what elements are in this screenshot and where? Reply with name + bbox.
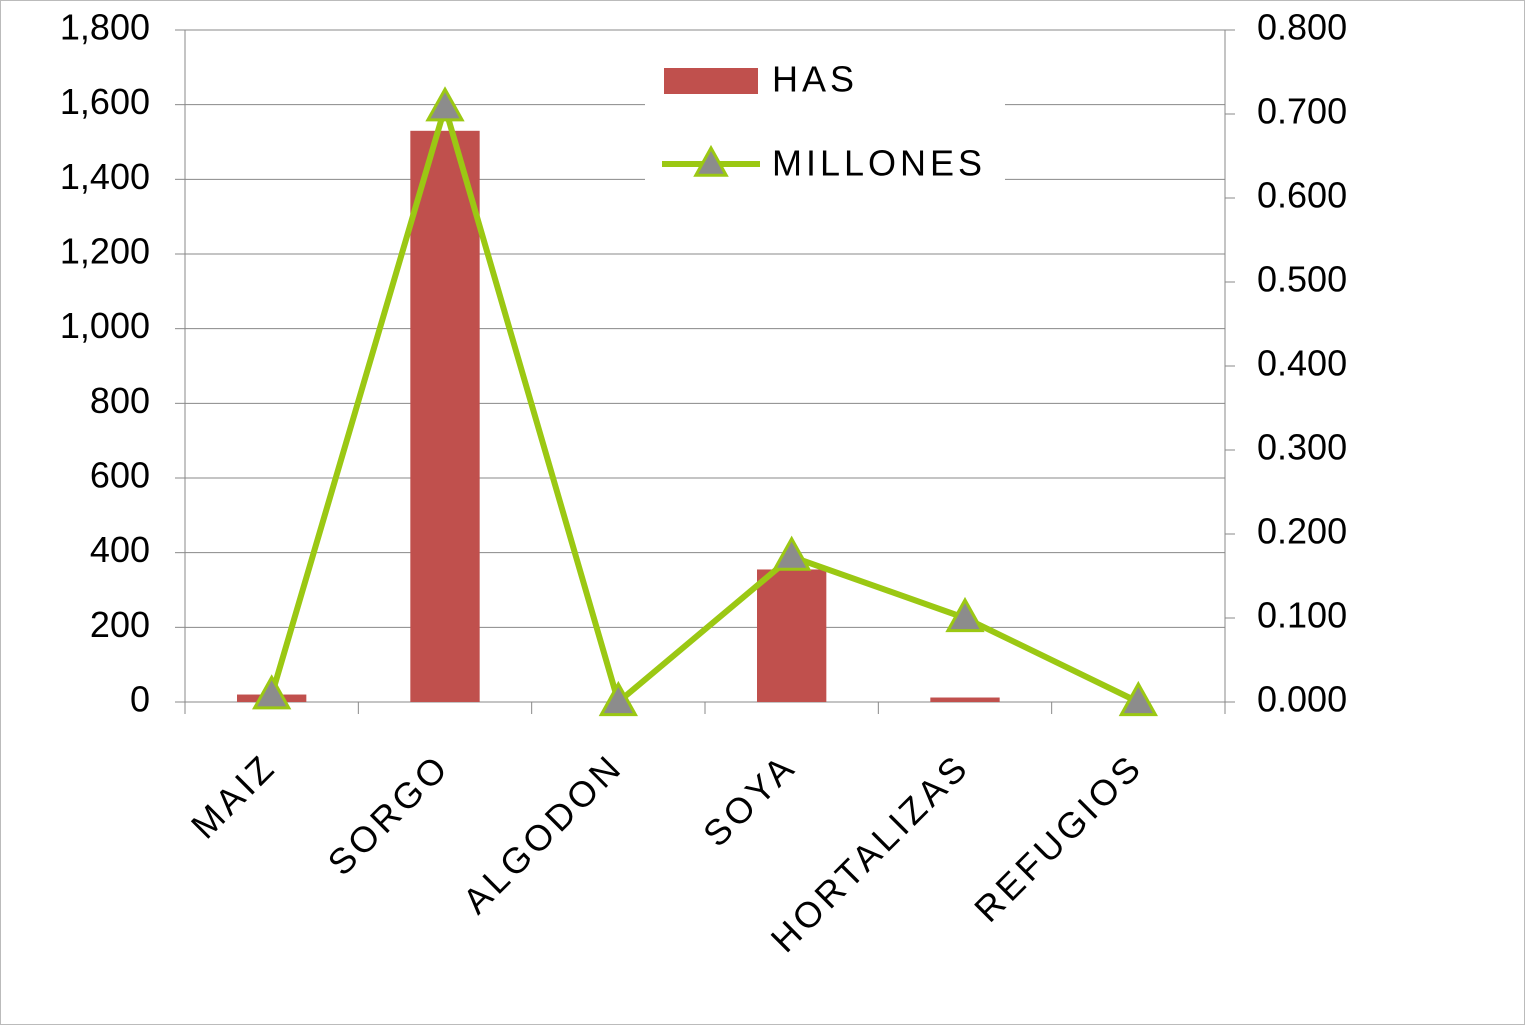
y2-tick-label: 0.300 [1257, 427, 1347, 468]
y2-tick-label: 0.800 [1257, 7, 1347, 48]
y-tick-label: 1,400 [60, 156, 150, 197]
bar [930, 697, 1000, 702]
y2-tick-label: 0.200 [1257, 511, 1347, 552]
marker [252, 674, 292, 710]
bar [410, 130, 480, 703]
y2-tick-label: 0.000 [1257, 679, 1347, 720]
marker [598, 680, 638, 717]
y-tick-label: 1,800 [60, 7, 150, 48]
y2-tick-label: 0.500 [1257, 259, 1347, 300]
y-tick-label: 800 [90, 380, 150, 421]
y2-tick-label: 0.100 [1257, 595, 1347, 636]
y-tick-label: 1,200 [60, 231, 150, 272]
line [268, 104, 1140, 705]
y-tick-label: 1,600 [60, 81, 150, 122]
marker [772, 535, 812, 571]
y-tick-label: 1,000 [60, 305, 150, 346]
y2-tick-label: 0.400 [1257, 343, 1347, 384]
y-tick-label: 600 [90, 455, 150, 496]
y2-tick-label: 0.600 [1257, 175, 1347, 216]
legend-label: HAS [772, 59, 858, 100]
marker [425, 86, 465, 122]
legend-marker [693, 144, 729, 177]
bar [757, 569, 827, 702]
marker [945, 596, 985, 633]
y-tick-label: 400 [90, 529, 150, 570]
y-tick-label: 200 [90, 604, 150, 645]
marker [1118, 680, 1158, 717]
legend-label: MILLONES [772, 143, 986, 184]
y-tick-label: 0 [130, 679, 150, 720]
y2-tick-label: 0.700 [1257, 91, 1347, 132]
legend-swatch [664, 68, 758, 94]
